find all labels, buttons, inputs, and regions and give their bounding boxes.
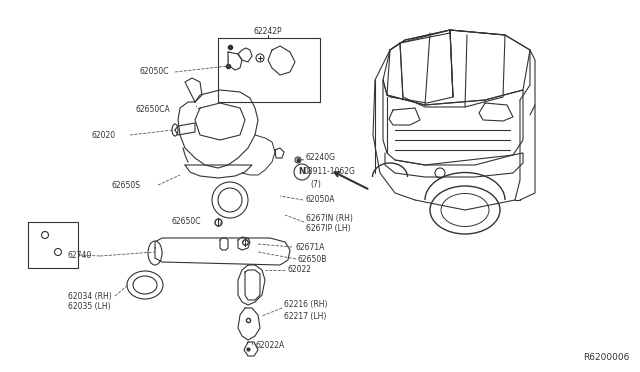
Text: 62650B: 62650B <box>298 254 328 263</box>
Text: 62050A: 62050A <box>305 196 335 205</box>
Text: 08911-1062G: 08911-1062G <box>303 167 355 176</box>
Text: 62020: 62020 <box>92 131 116 140</box>
Text: 62671A: 62671A <box>296 243 325 251</box>
Text: 62022: 62022 <box>288 266 312 275</box>
Text: (7): (7) <box>310 180 321 189</box>
Text: 62035 (LH): 62035 (LH) <box>68 302 111 311</box>
Text: 62650S: 62650S <box>112 180 141 189</box>
Text: N: N <box>298 167 305 176</box>
Text: 62240G: 62240G <box>306 154 336 163</box>
Text: 62050C: 62050C <box>140 67 170 77</box>
Text: 62242P: 62242P <box>253 28 282 36</box>
Text: 6267IP (LH): 6267IP (LH) <box>306 224 351 232</box>
Text: 62740: 62740 <box>68 250 92 260</box>
Text: 6267IN (RH): 6267IN (RH) <box>306 214 353 222</box>
Text: 62034 (RH): 62034 (RH) <box>68 292 112 301</box>
Text: 62650CA: 62650CA <box>135 106 170 115</box>
Text: 62650C: 62650C <box>172 218 202 227</box>
Text: 62216 (RH): 62216 (RH) <box>284 301 328 310</box>
Text: 62022A: 62022A <box>255 340 284 350</box>
Text: R6200006: R6200006 <box>584 353 630 362</box>
Text: 62217 (LH): 62217 (LH) <box>284 311 326 321</box>
